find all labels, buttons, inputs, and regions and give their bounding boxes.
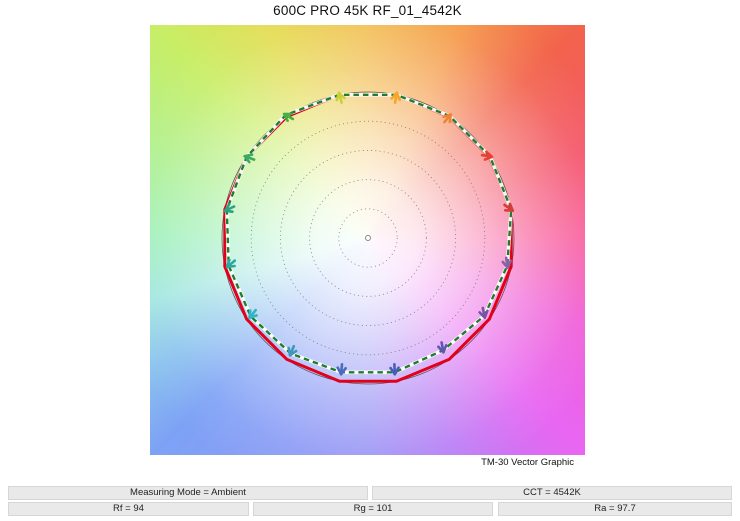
rg-cell: Rg = 101 [253,502,493,516]
grid-circle [309,179,427,297]
hue-bin-arrow [225,258,237,269]
hue-bin-arrow [390,91,401,104]
ra-cell: Ra = 97.7 [498,502,732,516]
rf-cell: Rf = 94 [8,502,249,516]
hue-bin-arrow [437,341,448,354]
hue-bin-arrow [243,153,256,164]
measuring-mode-cell: Measuring Mode = Ambient [8,486,368,500]
grid-circle [338,208,398,268]
test-polygon [225,93,513,374]
hue-bin-arrow [442,113,453,124]
page-title: 600C PRO 45K RF_01_4542K [273,3,462,18]
grid-circle [279,149,457,327]
cct-cell: CCT = 4542K [372,486,732,500]
chart-caption: TM-30 Vector Graphic [481,457,574,468]
grid-circle [250,120,486,356]
hue-bin-arrow [248,308,258,320]
hue-bin-arrow [389,363,400,376]
hue-bin-arrow [503,202,515,212]
hue-bin-arrow [223,203,236,213]
tm30-vector-chart [221,91,515,385]
hue-bin-arrow [335,91,346,104]
hue-bin-arrow [480,150,494,161]
hue-bin-arrow [287,344,298,357]
hue-bin-arrow [501,256,512,269]
reference-circle [221,91,515,385]
hue-bin-arrow [336,363,347,376]
hue-bin-arrow [282,112,295,122]
center-marker [365,235,371,241]
hue-bin-arrow [478,306,489,319]
